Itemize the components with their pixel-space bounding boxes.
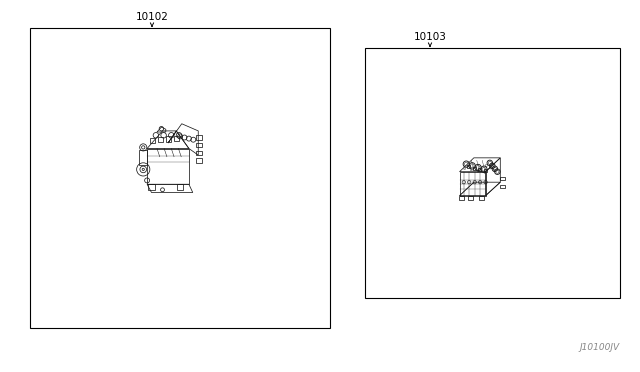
Bar bbox=[365, 48, 620, 298]
Text: J10100JV: J10100JV bbox=[580, 343, 620, 352]
Bar bbox=[30, 28, 330, 328]
Text: 10103: 10103 bbox=[413, 32, 447, 42]
Text: 10102: 10102 bbox=[136, 12, 168, 22]
